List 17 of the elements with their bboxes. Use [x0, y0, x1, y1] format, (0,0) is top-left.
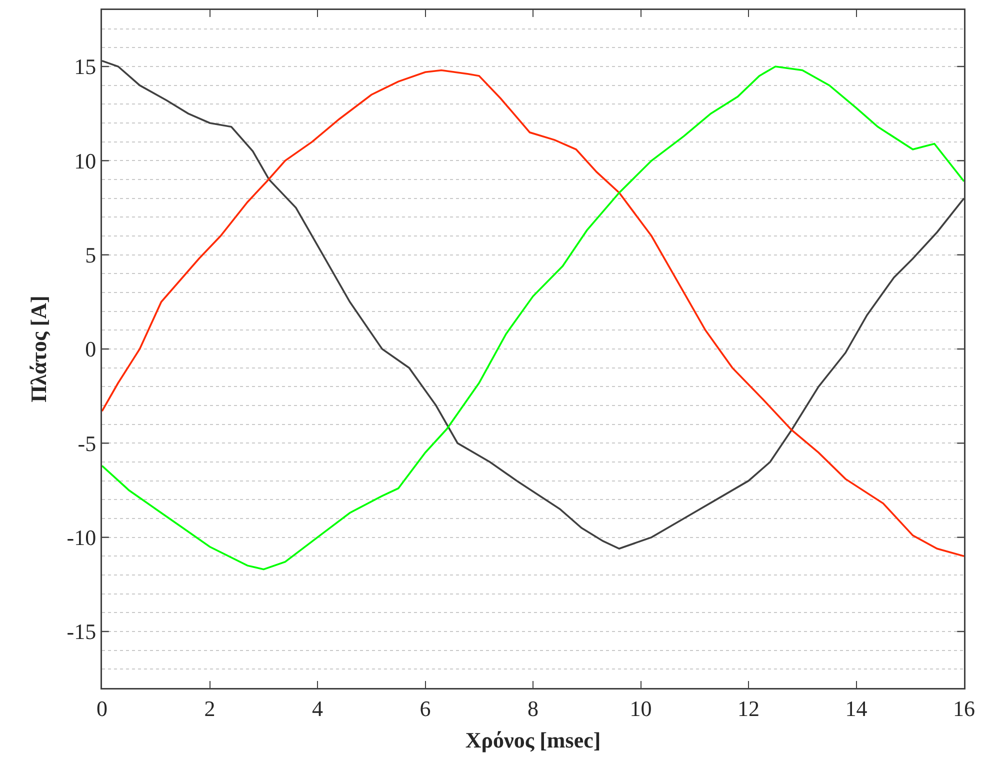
y-tick-label: 15 [74, 54, 96, 80]
y-tick-label: 5 [85, 242, 96, 268]
y-tick-label: 0 [85, 336, 96, 362]
y-tick-label: -5 [78, 430, 96, 456]
x-tick-label: 2 [204, 696, 216, 721]
x-tick-label: 6 [420, 696, 431, 721]
x-tick-label: 4 [312, 696, 323, 721]
y-tick-label: -10 [66, 525, 96, 550]
y-tick-label: -15 [66, 619, 96, 644]
x-tick-label: 14 [845, 696, 868, 721]
x-tick-label: 10 [630, 696, 652, 721]
y-tick-label: 10 [74, 148, 96, 174]
x-axis-title: Χρόνος [msec] [465, 728, 601, 753]
x-tick-label: 16 [953, 696, 975, 721]
x-tick-label: 12 [738, 696, 760, 721]
x-tick-label: 8 [528, 696, 538, 721]
y-axis-title: Πλάτος [A] [26, 296, 51, 402]
